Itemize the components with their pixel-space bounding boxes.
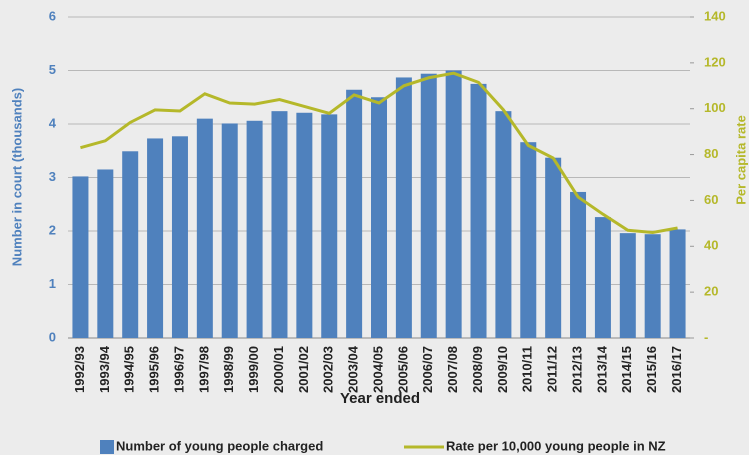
y-tick-label: 3 bbox=[49, 169, 56, 184]
y-tick-label: 4 bbox=[49, 115, 57, 130]
bar bbox=[97, 169, 114, 338]
y2-tick-label: 60 bbox=[704, 192, 718, 207]
bar bbox=[371, 97, 387, 338]
x-tick-label: 2011/12 bbox=[545, 346, 560, 392]
bar bbox=[271, 111, 288, 338]
x-tick-label: 2009/10 bbox=[495, 346, 510, 393]
bar bbox=[644, 234, 661, 338]
bar bbox=[570, 191, 587, 338]
bar bbox=[470, 83, 487, 338]
y-tick-label: 2 bbox=[49, 222, 56, 237]
bar bbox=[619, 233, 636, 338]
bar bbox=[420, 73, 437, 339]
bar bbox=[321, 114, 338, 339]
y-axis-label: Number in court (thousands) bbox=[9, 88, 24, 266]
y2-tick-label: 20 bbox=[704, 284, 718, 299]
bar bbox=[395, 77, 412, 338]
x-tick-label: 2015/16 bbox=[644, 346, 659, 393]
bar bbox=[346, 89, 363, 338]
legend-label: Rate per 10,000 young people in NZ bbox=[446, 438, 666, 453]
legend-label: Number of young people charged bbox=[116, 438, 323, 453]
bar bbox=[594, 217, 611, 338]
bar bbox=[445, 70, 462, 338]
x-tick-label: 2007/08 bbox=[445, 346, 460, 393]
bar bbox=[147, 138, 164, 338]
x-tick-label: 2010/11 bbox=[520, 346, 535, 392]
y2-tick-label: 40 bbox=[704, 238, 718, 253]
x-tick-label: 1997/98 bbox=[196, 346, 211, 393]
bar bbox=[171, 136, 188, 338]
bar bbox=[520, 142, 537, 338]
x-axis-label: Year ended bbox=[340, 390, 420, 407]
x-tick-label: 1992/93 bbox=[72, 346, 87, 393]
bar bbox=[545, 157, 562, 338]
bar bbox=[196, 118, 213, 339]
x-tick-label: 2006/07 bbox=[420, 346, 435, 393]
x-tick-label: 2001/02 bbox=[296, 346, 311, 393]
bar bbox=[246, 120, 263, 338]
bar bbox=[669, 229, 686, 338]
y-tick-label: 6 bbox=[49, 8, 56, 23]
y2-tick-label: - bbox=[704, 329, 708, 344]
x-tick-label: 2016/17 bbox=[669, 346, 684, 393]
x-tick-label: 1999/00 bbox=[246, 346, 261, 393]
y-tick-label: 1 bbox=[49, 276, 56, 291]
y2-tick-label: 80 bbox=[704, 146, 718, 161]
y-tick-label: 5 bbox=[49, 62, 56, 77]
y2-tick-label: 140 bbox=[704, 8, 726, 23]
x-tick-label: 2008/09 bbox=[470, 346, 485, 393]
x-tick-label: 1995/96 bbox=[147, 346, 162, 393]
bar bbox=[221, 123, 238, 338]
y2-axis-label: Per capita rate bbox=[733, 115, 748, 205]
x-tick-label: 2013/14 bbox=[594, 345, 609, 393]
x-tick-label: 2012/13 bbox=[569, 346, 584, 393]
y-tick-label: 0 bbox=[49, 329, 56, 344]
line bbox=[80, 71, 678, 235]
x-tick-label: 1993/94 bbox=[97, 345, 112, 393]
bar bbox=[72, 176, 89, 338]
x-tick-label: 1998/99 bbox=[221, 346, 236, 393]
x-tick-label: 2005/06 bbox=[395, 346, 410, 393]
legend-swatch bbox=[100, 440, 114, 454]
y2-tick-label: 120 bbox=[704, 54, 726, 69]
x-tick-label: 2003/04 bbox=[346, 345, 361, 393]
x-tick-label: 2004/05 bbox=[370, 346, 385, 393]
bar bbox=[495, 111, 512, 338]
bar bbox=[122, 151, 139, 338]
x-tick-label: 2002/03 bbox=[321, 346, 336, 393]
x-tick-label: 1996/97 bbox=[171, 346, 186, 393]
x-tick-label: 2014/15 bbox=[619, 346, 634, 393]
y2-tick-label: 100 bbox=[704, 100, 726, 115]
bar bbox=[296, 112, 313, 338]
x-tick-label: 2000/01 bbox=[271, 346, 286, 393]
x-tick-label: 1994/95 bbox=[122, 346, 137, 393]
